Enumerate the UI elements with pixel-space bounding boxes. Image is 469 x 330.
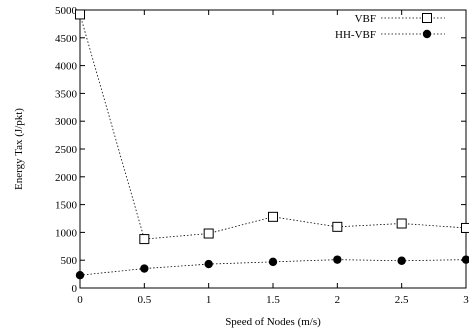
x-tick-label: 0 — [77, 294, 83, 306]
y-tick-label: 2000 — [55, 172, 78, 184]
legend-label-vbf: VBF — [355, 13, 376, 25]
x-tick-label: 1 — [206, 294, 212, 306]
data-point-hh-vbf — [333, 255, 342, 264]
series-layer — [75, 9, 469, 280]
data-point-vbf — [461, 222, 469, 233]
data-point-hh-vbf — [75, 271, 85, 280]
x-tick-label: 2 — [335, 294, 341, 306]
y-tick-label: 4500 — [55, 33, 78, 45]
y-tick-label: 2500 — [55, 144, 78, 156]
data-point-vbf — [203, 228, 214, 239]
legend: VBF HH-VBF — [335, 13, 445, 41]
data-point-vbf — [396, 218, 407, 229]
y-axis-ticks: 0 500 1000 1500 2000 2500 3000 3500 4000 4500 5000 — [55, 5, 466, 295]
data-point-vbf — [139, 234, 150, 245]
x-tick-label: 1.5 — [266, 294, 280, 306]
y-tick-label: 5000 — [55, 5, 78, 17]
legend-marker-vbf — [422, 13, 432, 23]
legend-label-hh-vbf: HH-VBF — [335, 29, 376, 41]
y-axis-label: Energy Tax (J/pkt) — [13, 108, 25, 190]
data-point-hh-vbf — [461, 255, 469, 264]
data-point-hh-vbf — [140, 264, 149, 273]
y-tick-label: 3000 — [55, 116, 78, 128]
data-point-hh-vbf — [397, 256, 406, 265]
y-tick-label: 1000 — [55, 227, 78, 239]
series-line-0 — [79, 14, 467, 240]
legend-marker-hh-vbf — [422, 29, 432, 39]
data-point-hh-vbf — [268, 257, 278, 267]
data-point-vbf — [268, 211, 278, 222]
x-tick-label: 2.5 — [395, 294, 409, 306]
y-tick-label: 0 — [72, 283, 78, 295]
y-tick-label: 500 — [61, 255, 78, 267]
x-axis-label: Speed of Nodes (m/s) — [225, 316, 321, 328]
y-tick-label: 3500 — [55, 88, 78, 100]
x-tick-label: 3 — [463, 294, 469, 306]
x-axis-ticks: 0 0.5 1 1.5 2 2.5 3 — [77, 10, 469, 306]
y-tick-label: 1500 — [55, 200, 78, 212]
data-point-hh-vbf — [204, 259, 213, 269]
x-tick-label: 0.5 — [137, 294, 151, 306]
plot-frame — [79, 9, 467, 289]
data-point-vbf — [332, 221, 343, 232]
data-point-vbf — [75, 9, 85, 20]
y-tick-label: 4000 — [55, 61, 78, 73]
